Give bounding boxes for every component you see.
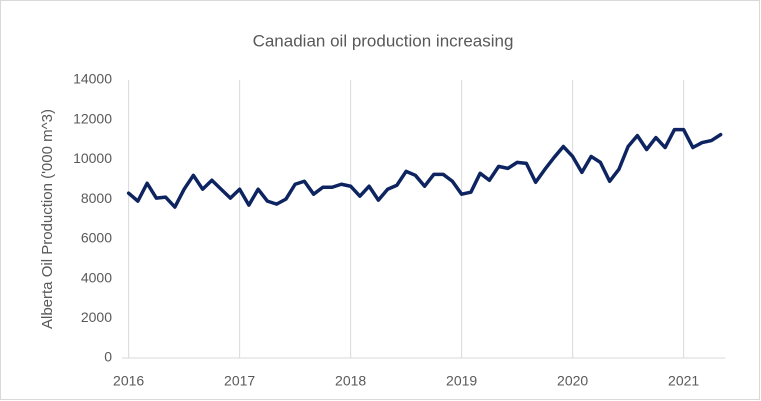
y-axis-label: Alberta Oil Production ('000 m^3) (39, 109, 56, 329)
y-tick-label: 10000 (73, 150, 112, 166)
y-tick-label: 4000 (81, 269, 112, 285)
y-tick-label: 14000 (73, 71, 112, 87)
y-tick-label: 12000 (73, 110, 112, 126)
chart-title: Canadian oil production increasing (253, 31, 514, 50)
y-tick-label: 6000 (81, 230, 112, 246)
x-tick-label: 2017 (224, 373, 255, 389)
y-tick-label: 0 (104, 349, 112, 365)
data-line (126, 127, 723, 209)
x-tick-label: 2019 (446, 373, 477, 389)
x-tick-label: 2018 (335, 373, 366, 389)
x-tick-label: 2021 (668, 373, 699, 389)
y-tick-label: 8000 (81, 190, 112, 206)
x-tick-label: 2016 (113, 373, 144, 389)
x-tick-label: 2020 (557, 373, 588, 389)
y-tick-label: 2000 (81, 309, 112, 325)
